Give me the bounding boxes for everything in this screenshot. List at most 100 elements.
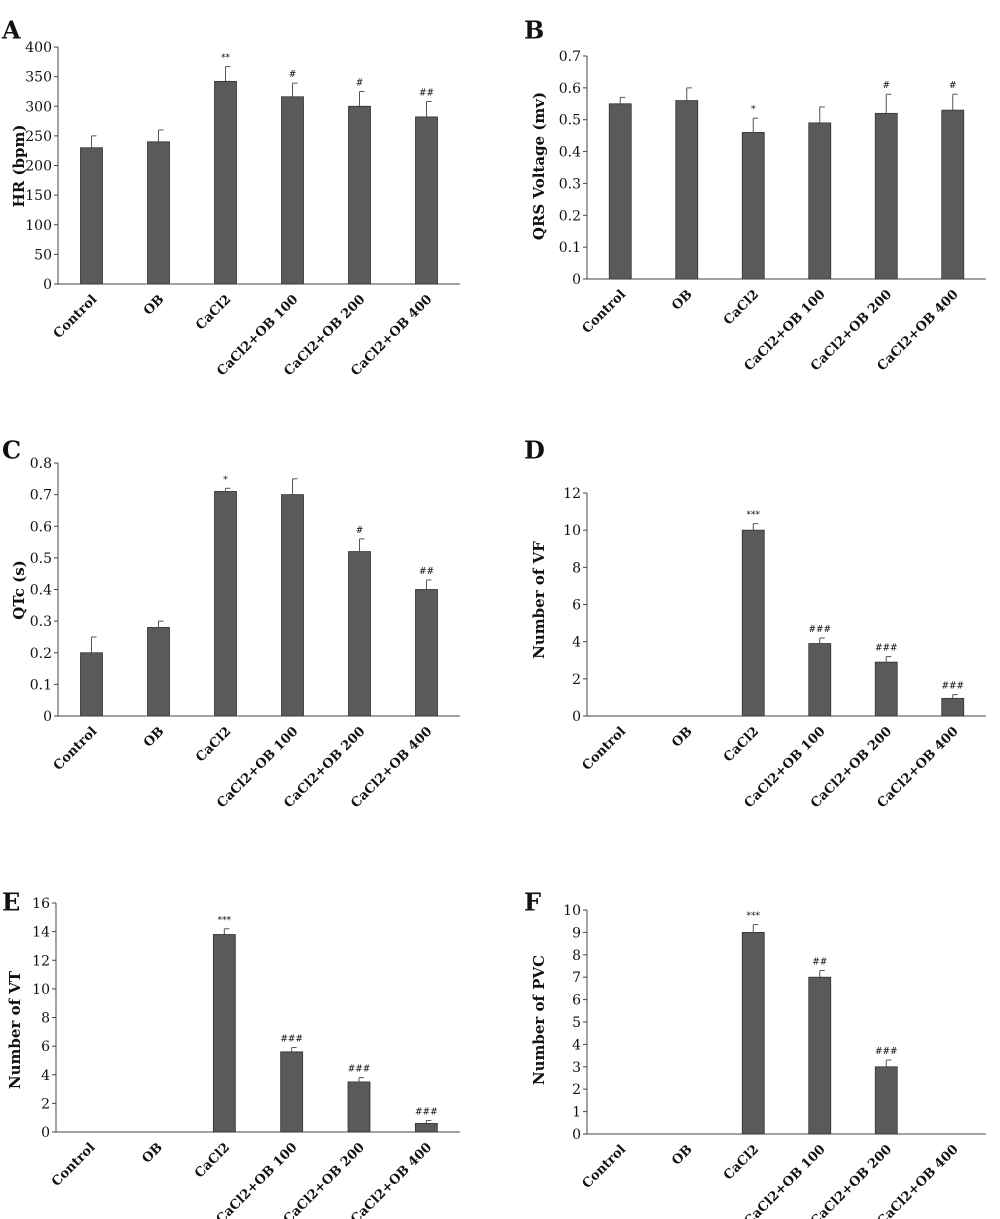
y-tick-label: 250 <box>25 129 52 145</box>
x-tick-label: Control <box>580 287 629 336</box>
y-tick-label: 2 <box>572 672 581 688</box>
y-axis-label: Number of VT <box>6 970 24 1089</box>
y-tick-label: 6 <box>572 993 581 1009</box>
bar <box>147 627 170 717</box>
y-tick-label: 3 <box>572 1060 581 1076</box>
x-tick-label: Control <box>580 1142 629 1191</box>
significance-marker: *** <box>218 916 232 926</box>
bar <box>415 116 438 285</box>
significance-marker: # <box>949 81 957 91</box>
y-tick-label: 50 <box>34 247 52 263</box>
bar <box>874 1066 898 1135</box>
y-tick-label: 9 <box>572 925 581 941</box>
y-tick-label: 6 <box>41 1039 50 1055</box>
significance-marker: *** <box>747 511 761 521</box>
bar <box>808 122 832 280</box>
bar <box>347 1081 371 1133</box>
bar <box>80 652 103 717</box>
y-tick-label: 5 <box>572 1015 581 1031</box>
y-tick-label: 300 <box>25 99 52 115</box>
y-tick-label: 0 <box>572 272 581 288</box>
panel-letter: D <box>524 435 545 464</box>
y-tick-label: 12 <box>32 953 50 969</box>
significance-marker: ### <box>941 682 964 692</box>
x-tick-label: CaCl2 <box>721 1142 762 1183</box>
significance-marker: ### <box>280 1035 303 1045</box>
panel-letter: F <box>524 887 541 916</box>
panel-letter: A <box>1 15 21 44</box>
bar <box>741 132 765 280</box>
significance-marker: # <box>882 81 890 91</box>
y-tick-label: 0.5 <box>559 113 581 129</box>
bar <box>80 147 103 285</box>
y-tick-label: 0.5 <box>30 551 52 567</box>
bar <box>281 96 304 285</box>
y-tick-label: 0.8 <box>30 456 52 472</box>
bar <box>608 103 632 280</box>
y-tick-label: 4 <box>572 635 581 651</box>
x-tick-label: OB <box>141 292 167 318</box>
significance-marker: ### <box>808 625 831 635</box>
bar <box>808 643 832 717</box>
y-tick-label: 4 <box>572 1037 581 1053</box>
significance-marker: * <box>223 475 228 485</box>
significance-marker: ** <box>221 54 231 64</box>
y-tick-label: 0.1 <box>30 677 52 693</box>
significance-marker: ### <box>415 1108 438 1118</box>
panel-letter: B <box>524 15 544 44</box>
y-tick-label: 0 <box>41 1125 50 1141</box>
chart-panel-e: E 0 2 4 6 8 10 12 14 16 Number of VT Control OB *** Ca… <box>2 887 460 1219</box>
bar <box>741 529 765 717</box>
significance-marker: ### <box>875 644 898 654</box>
y-tick-label: 0.7 <box>559 49 581 65</box>
y-axis-label: QTc (s) <box>10 560 28 620</box>
y-tick-label: 2 <box>572 1082 581 1098</box>
y-tick-label: 16 <box>32 896 50 912</box>
x-tick-label: CaCl2 <box>721 287 762 328</box>
y-tick-label: 8 <box>41 1011 50 1027</box>
chart-panel-f: F 0 1 2 3 4 5 6 7 8 9 10 Number of PVC Control OB *** Ca… <box>524 887 986 1219</box>
bar <box>147 141 170 285</box>
panel-letter: C <box>2 435 21 464</box>
significance-marker: ## <box>419 567 434 577</box>
bar <box>348 105 371 285</box>
bar <box>808 976 832 1135</box>
bar <box>212 934 236 1133</box>
bar <box>348 551 371 717</box>
bar <box>941 697 965 717</box>
significance-marker: * <box>751 105 756 115</box>
y-axis-label: HR (bpm) <box>10 125 28 208</box>
y-tick-label: 2 <box>41 1096 50 1112</box>
x-tick-label: CaCl2 <box>193 292 234 333</box>
bar <box>214 491 237 717</box>
bar <box>414 1123 438 1133</box>
y-tick-label: 1 <box>572 1105 581 1121</box>
significance-marker: ## <box>419 89 434 99</box>
y-tick-label: 0.4 <box>559 145 581 161</box>
y-tick-label: 0.6 <box>559 81 581 97</box>
y-tick-label: 0 <box>43 277 52 293</box>
y-tick-label: 10 <box>32 982 50 998</box>
bar <box>675 100 699 280</box>
significance-marker: # <box>356 78 364 88</box>
y-tick-label: 0.6 <box>30 519 52 535</box>
x-tick-label: OB <box>669 1142 695 1168</box>
y-axis-label: Number of PVC <box>530 955 548 1085</box>
y-tick-label: 200 <box>25 159 52 175</box>
panel-letter: E <box>2 887 20 916</box>
x-tick-label: OB <box>669 287 695 313</box>
y-tick-label: 0.3 <box>30 614 52 630</box>
y-tick-label: 0 <box>572 1127 581 1143</box>
y-tick-label: 0.7 <box>30 488 52 504</box>
y-tick-label: 7 <box>572 970 581 986</box>
y-tick-label: 12 <box>563 486 581 502</box>
y-tick-label: 0.3 <box>559 176 581 192</box>
bar <box>874 112 898 280</box>
y-tick-label: 4 <box>41 1068 50 1084</box>
bar <box>941 109 965 280</box>
chart-panel-b: B 0 0.1 0.2 0.3 0.4 0.5 0.6 0.7 QRS Voltage (mv) C… <box>524 15 986 374</box>
x-tick-label: Control <box>49 1140 98 1189</box>
x-tick-label: CaCl2 <box>721 724 762 765</box>
significance-marker: *** <box>747 912 761 922</box>
